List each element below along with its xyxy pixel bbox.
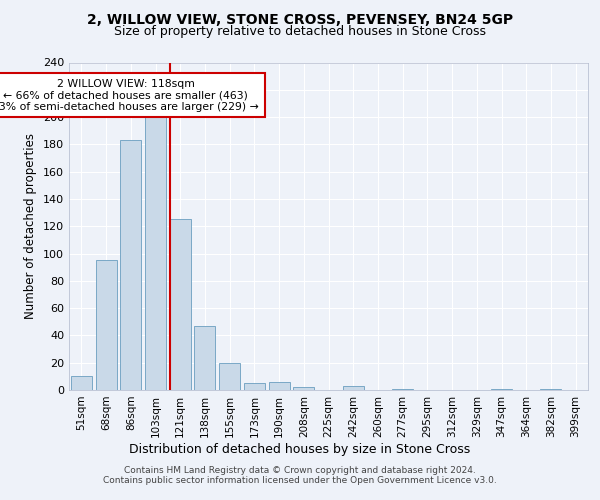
Bar xyxy=(145,117,166,390)
Bar xyxy=(269,382,290,390)
Bar xyxy=(491,388,512,390)
Text: Contains public sector information licensed under the Open Government Licence v3: Contains public sector information licen… xyxy=(103,476,497,485)
Text: 2 WILLOW VIEW: 118sqm
← 66% of detached houses are smaller (463)
33% of semi-det: 2 WILLOW VIEW: 118sqm ← 66% of detached … xyxy=(0,79,259,112)
Bar xyxy=(194,326,215,390)
Bar xyxy=(392,388,413,390)
Text: Distribution of detached houses by size in Stone Cross: Distribution of detached houses by size … xyxy=(130,442,470,456)
Bar xyxy=(170,220,191,390)
Bar xyxy=(343,386,364,390)
Bar xyxy=(293,388,314,390)
Bar xyxy=(541,388,562,390)
Bar xyxy=(120,140,141,390)
Bar xyxy=(71,376,92,390)
Bar xyxy=(244,383,265,390)
Bar xyxy=(219,362,240,390)
Text: Size of property relative to detached houses in Stone Cross: Size of property relative to detached ho… xyxy=(114,25,486,38)
Bar xyxy=(95,260,116,390)
Text: 2, WILLOW VIEW, STONE CROSS, PEVENSEY, BN24 5GP: 2, WILLOW VIEW, STONE CROSS, PEVENSEY, B… xyxy=(87,12,513,26)
Text: Contains HM Land Registry data © Crown copyright and database right 2024.: Contains HM Land Registry data © Crown c… xyxy=(124,466,476,475)
Y-axis label: Number of detached properties: Number of detached properties xyxy=(25,133,37,320)
